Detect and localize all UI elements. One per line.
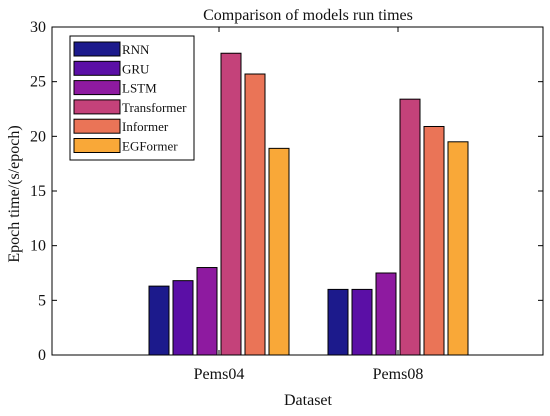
legend-swatch-informer: [73, 118, 121, 134]
x-tick-label: Pems08: [373, 366, 424, 383]
bar-rnn-pems04: [148, 285, 170, 356]
bar-informer-pems04: [244, 73, 266, 356]
bar-egformer-pems08: [447, 141, 469, 356]
bar-lstm-pems04: [196, 267, 218, 356]
plot-frame: [51, 26, 544, 356]
bars-group: [148, 52, 469, 356]
y-tick-label: 10: [30, 238, 46, 255]
axis-ticks-group: 0 5 10 15 20 25 30 Pems04 Pems08: [30, 19, 543, 383]
y-tick-label: 30: [30, 19, 46, 36]
legend-swatch-egformer: [73, 138, 121, 153]
legend-label-egformer: EGFormer: [122, 139, 178, 154]
legend-swatch-rnn: [73, 41, 121, 57]
bar-transformer-pems08: [399, 98, 421, 356]
chart-title: Comparison of models run times: [203, 7, 413, 24]
bar-rnn-pems08: [327, 288, 349, 356]
y-tick-label: 5: [38, 292, 46, 309]
legend-label-gru: GRU: [122, 61, 150, 76]
bar-lstm-pems08: [375, 272, 397, 356]
legend-swatch-lstm: [73, 80, 121, 96]
bar-gru-pems04: [172, 280, 194, 356]
y-tick-label: 20: [30, 128, 46, 145]
y-tick-label: 0: [38, 347, 46, 364]
x-tick-label: Pems04: [194, 366, 245, 383]
y-axis-label: Epoch time/(s/epoch): [6, 125, 23, 262]
legend: RNN GRU LSTM Transformer Informer EGFormer: [69, 35, 195, 161]
x-axis-label: Dataset: [284, 392, 333, 409]
bar-informer-pems08: [423, 125, 445, 356]
legend-label-informer: Informer: [122, 119, 169, 134]
legend-label-transformer: Transformer: [122, 100, 187, 115]
y-tick-label: 25: [30, 74, 46, 91]
bar-egformer-pems04: [268, 147, 290, 356]
legend-swatch-gru: [73, 60, 121, 76]
bar-transformer-pems04: [220, 52, 242, 356]
bar-gru-pems08: [351, 288, 373, 356]
legend-label-lstm: LSTM: [122, 81, 157, 96]
legend-label-rnn: RNN: [122, 42, 150, 57]
y-tick-label: 15: [30, 183, 46, 200]
legend-swatch-transformer: [73, 99, 121, 115]
